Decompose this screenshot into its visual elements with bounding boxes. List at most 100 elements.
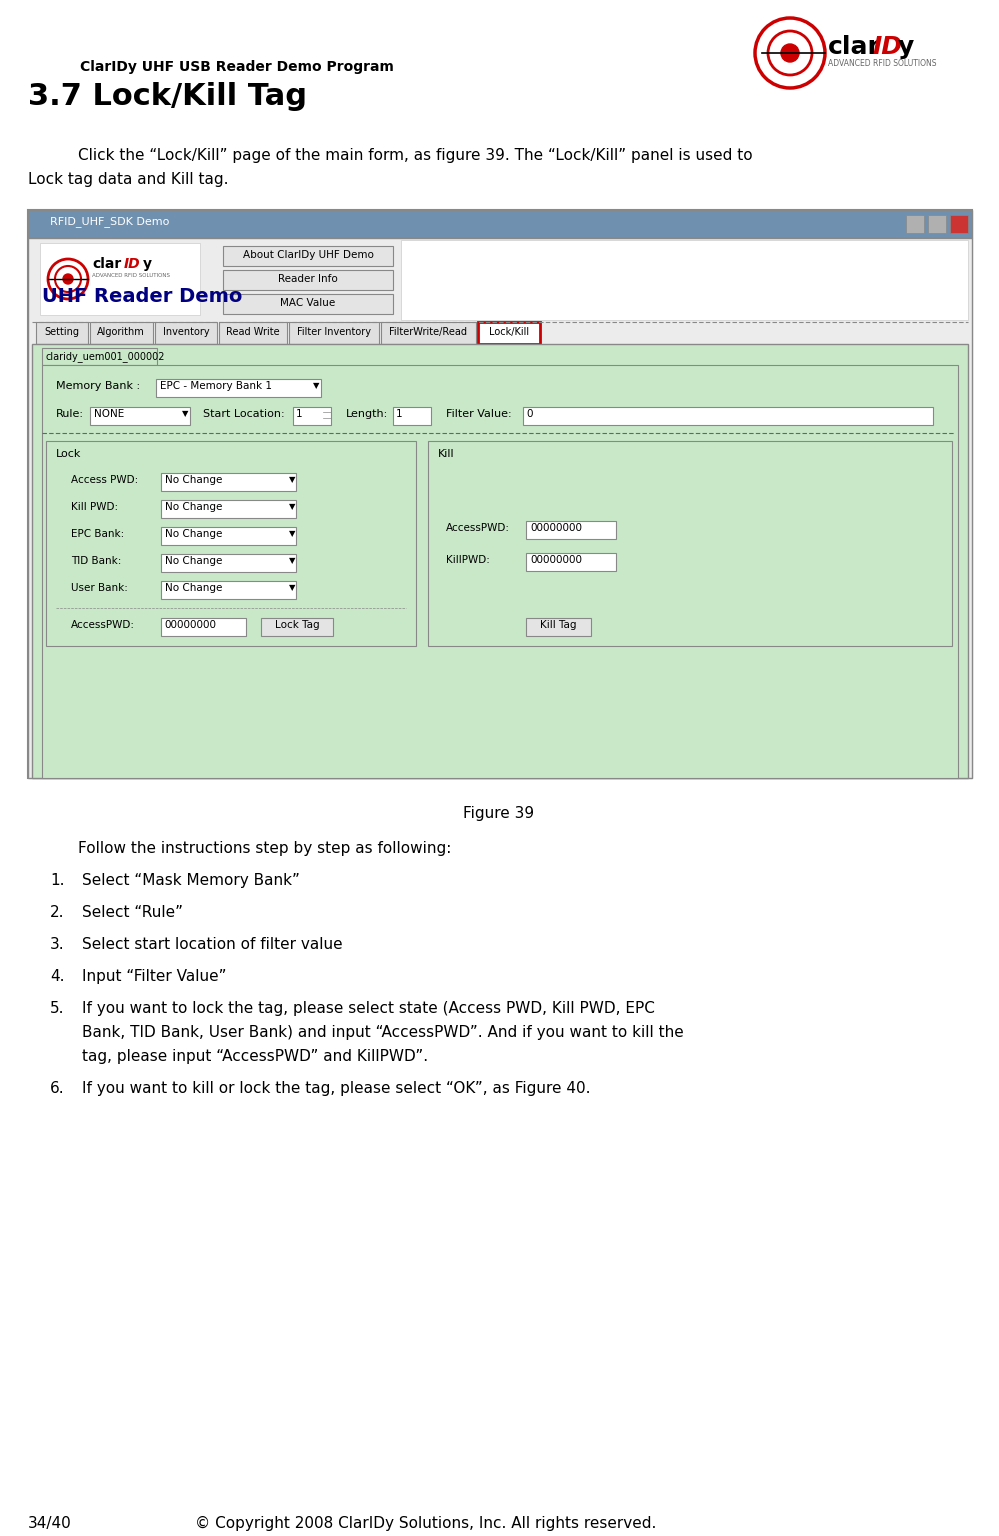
Text: EPC - Memory Bank 1: EPC - Memory Bank 1 (160, 381, 272, 392)
Text: Length:: Length: (346, 409, 389, 419)
Text: Follow the instructions step by step as following:: Follow the instructions step by step as … (78, 842, 452, 856)
Text: No Change: No Change (165, 556, 223, 565)
Bar (526, 553, 616, 571)
Text: ▼: ▼ (289, 528, 296, 538)
Text: ADVANCED RFID SOLUTIONS: ADVANCED RFID SOLUTIONS (828, 58, 936, 68)
Text: Input “Filter Value”: Input “Filter Value” (82, 969, 227, 985)
Text: 34/40: 34/40 (28, 1516, 72, 1531)
Text: 4.: 4. (50, 969, 65, 985)
Bar (401, 240, 968, 319)
Bar (161, 617, 246, 636)
Text: TID Bank:: TID Bank: (71, 556, 121, 565)
Text: Kill PWD:: Kill PWD: (71, 502, 118, 511)
Text: 3.7 Lock/Kill Tag: 3.7 Lock/Kill Tag (28, 81, 307, 111)
Text: Lock tag data and Kill tag.: Lock tag data and Kill tag. (28, 172, 229, 187)
Bar (156, 379, 321, 396)
Text: Reader Info: Reader Info (278, 273, 338, 284)
Text: Bank, TID Bank, User Bank) and input “AccessPWD”. And if you want to kill the: Bank, TID Bank, User Bank) and input “Ac… (82, 1025, 683, 1040)
Bar (293, 407, 331, 425)
Text: 00000000: 00000000 (530, 554, 582, 565)
Text: y: y (898, 35, 914, 58)
Bar (36, 323, 88, 344)
Text: FilterWrite/Read: FilterWrite/Read (389, 327, 467, 336)
Text: Select start location of filter value: Select start location of filter value (82, 937, 343, 952)
Bar (261, 617, 333, 636)
Text: Lock Tag: Lock Tag (275, 621, 320, 630)
Text: ClarIDy UHF USB Reader Demo Program: ClarIDy UHF USB Reader Demo Program (80, 60, 394, 74)
Bar (28, 238, 972, 779)
Bar (950, 215, 968, 233)
Text: ADVANCED RFID SOLUTIONS: ADVANCED RFID SOLUTIONS (92, 273, 170, 278)
Text: Rule:: Rule: (56, 409, 84, 419)
Text: ID: ID (872, 35, 902, 58)
Text: ID: ID (124, 257, 141, 270)
Text: MAC Value: MAC Value (281, 298, 336, 309)
Text: claridy_uem001_000002: claridy_uem001_000002 (46, 352, 166, 362)
Bar (32, 344, 968, 779)
Text: Setting: Setting (45, 327, 80, 336)
Text: KillPWD:: KillPWD: (446, 554, 490, 565)
Text: ▼: ▼ (289, 584, 296, 591)
Text: ▼: ▼ (289, 556, 296, 565)
Bar (155, 323, 217, 344)
Text: 1.: 1. (50, 872, 65, 888)
Bar (161, 581, 296, 599)
Text: AccessPWD:: AccessPWD: (71, 621, 135, 630)
Text: No Change: No Change (165, 475, 223, 485)
Bar (393, 407, 431, 425)
Text: No Change: No Change (165, 502, 223, 511)
Text: ▼: ▼ (313, 381, 320, 390)
Text: 00000000: 00000000 (530, 522, 582, 533)
Bar (526, 617, 591, 636)
Text: RFID_UHF_SDK Demo: RFID_UHF_SDK Demo (50, 217, 170, 227)
Bar (478, 323, 540, 344)
Bar (40, 243, 200, 315)
Circle shape (63, 273, 73, 284)
Bar (223, 246, 393, 266)
Bar (161, 527, 296, 545)
Text: clar: clar (92, 257, 121, 270)
Text: Figure 39: Figure 39 (464, 806, 534, 822)
Text: Kill: Kill (438, 449, 455, 459)
Text: If you want to kill or lock the tag, please select “OK”, as Figure 40.: If you want to kill or lock the tag, ple… (82, 1081, 590, 1097)
Text: Algorithm: Algorithm (97, 327, 145, 336)
Text: User Bank:: User Bank: (71, 584, 128, 593)
Text: No Change: No Change (165, 584, 223, 593)
Text: Kill Tag: Kill Tag (539, 621, 576, 630)
Bar (28, 210, 972, 779)
Text: NONE: NONE (94, 409, 124, 419)
Text: y: y (143, 257, 152, 270)
Bar (428, 441, 952, 647)
Text: If you want to lock the tag, please select state (Access PWD, Kill PWD, EPC: If you want to lock the tag, please sele… (82, 1001, 655, 1015)
Text: Lock: Lock (56, 449, 81, 459)
Text: 1: 1 (296, 409, 303, 419)
Bar (28, 210, 972, 238)
Bar (928, 215, 946, 233)
Text: Access PWD:: Access PWD: (71, 475, 138, 485)
Bar (223, 293, 393, 313)
Text: ▼: ▼ (182, 409, 189, 418)
Text: EPC Bank:: EPC Bank: (71, 528, 124, 539)
Text: Lock/Kill: Lock/Kill (489, 327, 529, 336)
Bar (42, 366, 958, 779)
Bar (161, 554, 296, 571)
Bar (223, 270, 393, 290)
Bar (90, 323, 153, 344)
Text: 0: 0 (526, 409, 532, 419)
Text: 1: 1 (396, 409, 403, 419)
Text: Start Location:: Start Location: (203, 409, 285, 419)
Bar (46, 441, 416, 647)
Text: 5.: 5. (50, 1001, 65, 1015)
Text: AccessPWD:: AccessPWD: (446, 522, 510, 533)
Text: 6.: 6. (50, 1081, 65, 1097)
Text: Select “Rule”: Select “Rule” (82, 905, 183, 920)
Text: Read Write: Read Write (226, 327, 280, 336)
Bar (906, 215, 924, 233)
Text: tag, please input “AccessPWD” and KillPWD”.: tag, please input “AccessPWD” and KillPW… (82, 1049, 429, 1064)
Text: 00000000: 00000000 (164, 621, 216, 630)
Text: © Copyright 2008 ClarIDy Solutions, Inc. All rights reserved.: © Copyright 2008 ClarIDy Solutions, Inc.… (195, 1516, 656, 1531)
Text: UHF Reader Demo: UHF Reader Demo (42, 287, 243, 306)
Text: Click the “Lock/Kill” page of the main form, as figure 39. The “Lock/Kill” panel: Click the “Lock/Kill” page of the main f… (78, 147, 752, 163)
Text: ▼: ▼ (289, 502, 296, 511)
Text: About ClarIDy UHF Demo: About ClarIDy UHF Demo (243, 250, 374, 260)
